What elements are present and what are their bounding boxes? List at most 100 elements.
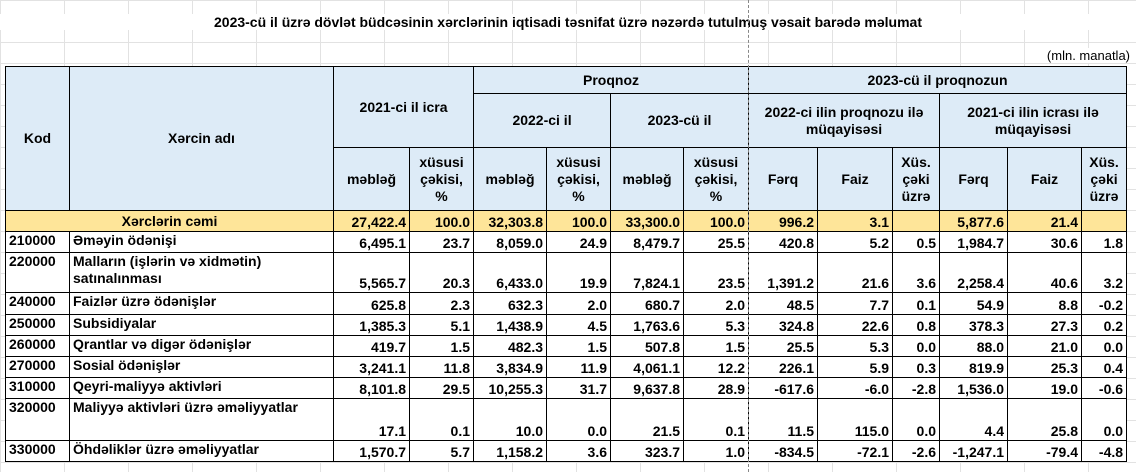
subheader-faiz: Faiz xyxy=(1007,147,1083,211)
row-value: 1,385.3 xyxy=(333,314,410,336)
subheader-xususi: xüsusi çəkisi, % xyxy=(546,147,612,211)
row-value: -4.8 xyxy=(1081,440,1128,462)
row-name: Öhdəliklər üzrə əməliyyatlar xyxy=(69,440,334,462)
row-value: -79.4 xyxy=(1007,440,1083,462)
subheader-xus: Xüs. çəki üzrə xyxy=(892,147,941,211)
row-value: -72.1 xyxy=(817,440,894,462)
row-value: 30.6 xyxy=(1007,231,1083,253)
row-value: 8,479.7 xyxy=(610,231,685,253)
row-value: 21.5 xyxy=(610,398,685,441)
row-value: 10.0 xyxy=(473,398,548,441)
row-value: 11.8 xyxy=(408,356,475,378)
row-value: 3,834.9 xyxy=(473,356,548,378)
row-value: 25.5 xyxy=(683,231,750,253)
row-value: 54.9 xyxy=(939,292,1009,315)
row-value: 2.3 xyxy=(408,292,475,315)
row-value: 27.3 xyxy=(1007,314,1083,336)
total-cell: 100.0 xyxy=(683,210,750,232)
row-value: 323.7 xyxy=(610,440,685,462)
subheader-xus: Xüs. çəki üzrə xyxy=(1081,147,1128,211)
row-value: 23.7 xyxy=(408,231,475,253)
row-value: 5.2 xyxy=(817,231,894,253)
header-proqnoz: Proqnoz xyxy=(473,66,750,94)
row-value: 12.2 xyxy=(683,356,750,378)
total-cell: 27,422.4 xyxy=(333,210,410,232)
budget-table: Kod Xərcin adı 2021-ci il icra Proqnoz 2… xyxy=(5,66,1128,462)
header-2022: 2022-ci il xyxy=(473,93,612,148)
subheader-faiz: Faiz xyxy=(817,147,894,211)
row-value: 20.3 xyxy=(408,252,475,293)
table-row: 250000 Subsidiyalar 1,385.3 5.1 1,438.9 4.5 1,… xyxy=(5,314,1128,336)
subheader-mebleg: məbləğ xyxy=(333,147,410,211)
row-value: 0.1 xyxy=(408,398,475,441)
header-2023: 2023-cü il xyxy=(610,93,750,148)
table-row: 210000 Əməyin ödənişi 6,495.1 23.7 8,059.0 24… xyxy=(5,231,1128,253)
row-name: Əməyin ödənişi xyxy=(69,231,334,253)
row-value: -834.5 xyxy=(748,440,819,462)
row-value: 6,495.1 xyxy=(333,231,410,253)
total-cell xyxy=(892,210,941,232)
row-code: 270000 xyxy=(5,356,70,378)
row-value: 378.3 xyxy=(939,314,1009,336)
row-value: 0.0 xyxy=(1081,335,1128,357)
row-name: Malların (işlərin və xidmətin) satınalın… xyxy=(69,252,334,293)
row-value: 22.6 xyxy=(817,314,894,336)
row-value: 8,101.8 xyxy=(333,377,410,399)
total-label: Xərclərin cəmi xyxy=(5,210,334,232)
subheader-mebleg: məbləğ xyxy=(473,147,548,211)
row-value: 0.2 xyxy=(1081,314,1128,336)
row-value: 0.3 xyxy=(892,356,941,378)
row-value: 482.3 xyxy=(473,335,548,357)
row-code: 210000 xyxy=(5,231,70,253)
row-value: 25.8 xyxy=(1007,398,1083,441)
row-value: 2,258.4 xyxy=(939,252,1009,293)
row-value: 8,059.0 xyxy=(473,231,548,253)
row-value: 17.1 xyxy=(333,398,410,441)
row-code: 330000 xyxy=(5,440,70,462)
row-value: 25.3 xyxy=(1007,356,1083,378)
table-row: 270000 Sosial ödənişlər 3,241.1 11.8 3,834.9… xyxy=(5,356,1128,378)
total-cell: 5,877.6 xyxy=(939,210,1009,232)
row-value: 8.8 xyxy=(1007,292,1083,315)
row-value: 507.8 xyxy=(610,335,685,357)
row-value: 19.0 xyxy=(1007,377,1083,399)
unit-label: (mln. manatla) xyxy=(1046,48,1130,63)
row-code: 310000 xyxy=(5,377,70,399)
header-proqnozun-2023: 2023-cü il proqnozun xyxy=(748,66,1128,94)
row-value: 0.0 xyxy=(892,398,941,441)
row-value: -0.6 xyxy=(1081,377,1128,399)
row-value: 4.4 xyxy=(939,398,1009,441)
row-value: 24.9 xyxy=(546,231,612,253)
row-value: 3.2 xyxy=(1081,252,1128,293)
page-break-line xyxy=(748,0,749,472)
row-value: 7.7 xyxy=(817,292,894,315)
row-value: -6.0 xyxy=(817,377,894,399)
total-cell: 100.0 xyxy=(546,210,612,232)
subheader-xususi: xüsusi çəkisi, % xyxy=(683,147,750,211)
row-value: 0.0 xyxy=(892,335,941,357)
row-value: 1.0 xyxy=(683,440,750,462)
row-value: 0.8 xyxy=(892,314,941,336)
row-value: -617.6 xyxy=(748,377,819,399)
row-value: 2.0 xyxy=(546,292,612,315)
row-value: 10,255.3 xyxy=(473,377,548,399)
subheader-xususi: xüsusi çəkisi, % xyxy=(408,147,475,211)
row-value: 5.7 xyxy=(408,440,475,462)
row-value: 5.1 xyxy=(408,314,475,336)
total-cell: 3.1 xyxy=(817,210,894,232)
row-value: 11.5 xyxy=(748,398,819,441)
total-cell: 21.4 xyxy=(1007,210,1083,232)
row-name: Faizlər üzrə ödənişlər xyxy=(69,292,334,315)
row-name: Sosial ödənişlər xyxy=(69,356,334,378)
row-value: 1.5 xyxy=(546,335,612,357)
row-value: 5,565.7 xyxy=(333,252,410,293)
row-value: 28.9 xyxy=(683,377,750,399)
table-row: 260000 Qrantlar və digər ödənişlər 419.7 1.… xyxy=(5,335,1128,357)
header-name: Xərcin adı xyxy=(69,66,334,211)
row-value: 11.9 xyxy=(546,356,612,378)
row-value: 5.9 xyxy=(817,356,894,378)
total-cell: 32,303.8 xyxy=(473,210,548,232)
row-name: Qeyri-maliyyə aktivləri xyxy=(69,377,334,399)
row-value: 680.7 xyxy=(610,292,685,315)
total-cell: 100.0 xyxy=(408,210,475,232)
